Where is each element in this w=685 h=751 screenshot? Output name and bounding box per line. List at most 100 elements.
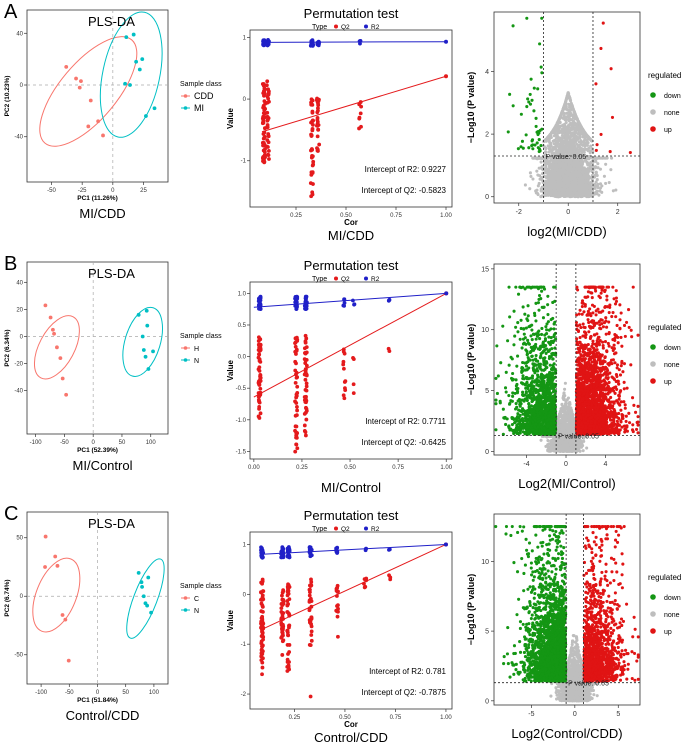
volcano-ylabel: −Log10 (P value)	[466, 72, 476, 144]
none-point	[561, 173, 565, 177]
none-point	[571, 139, 576, 144]
none-point	[581, 183, 585, 187]
none-point	[595, 173, 599, 178]
q2-point	[262, 135, 267, 140]
none-point	[538, 174, 542, 178]
down-point	[535, 130, 539, 134]
y-tick-label: 0	[243, 97, 247, 103]
legend-regulated-name: none	[664, 110, 680, 117]
confidence-ellipse-1	[99, 11, 163, 138]
r2-point	[357, 39, 362, 44]
down-point	[519, 112, 523, 116]
none-point	[574, 183, 578, 187]
sample-point	[124, 35, 129, 40]
q2-point	[316, 103, 321, 107]
q2-point	[293, 344, 298, 349]
none-point	[579, 126, 584, 130]
none-point	[551, 128, 555, 132]
q2-point	[256, 397, 261, 402]
down-point	[527, 146, 531, 150]
q2-point	[358, 111, 363, 116]
q2-point	[295, 384, 300, 389]
q2-point	[304, 372, 309, 377]
up-point	[594, 82, 598, 86]
none-point	[609, 168, 613, 172]
y-tick-label: -40	[14, 389, 23, 395]
q2-point	[266, 134, 271, 139]
q2-point	[311, 122, 315, 127]
none-point	[529, 174, 533, 178]
y-tick-label: 1	[243, 35, 247, 41]
legend-swatch-point	[183, 94, 188, 98]
none-point	[577, 143, 581, 147]
q2-point	[304, 417, 309, 422]
none-point	[570, 183, 575, 187]
y-tick-label: 40	[16, 31, 23, 37]
none-point	[556, 169, 560, 173]
none-point	[546, 144, 550, 148]
none-point	[553, 166, 557, 170]
legend-swatch-point	[650, 126, 656, 132]
none-point	[537, 181, 541, 185]
sample-point	[74, 76, 78, 81]
none-point	[551, 184, 556, 188]
none-point	[548, 179, 552, 183]
none-point	[547, 171, 551, 175]
none-point	[565, 398, 569, 402]
legend-type-name: Q2	[341, 276, 350, 283]
none-point	[589, 144, 593, 148]
sample-point	[88, 98, 93, 103]
none-point	[560, 183, 565, 187]
none-point	[585, 140, 589, 144]
x-tick-label: 0	[566, 209, 570, 216]
none-point	[556, 148, 560, 153]
x-tick-label: 25	[140, 188, 147, 194]
q2-point	[310, 163, 315, 168]
none-point	[575, 191, 579, 195]
none-point	[550, 165, 554, 169]
up-point	[610, 115, 615, 119]
q2-point	[294, 442, 299, 447]
q2-point	[261, 111, 266, 116]
none-point	[547, 192, 551, 196]
q2-point	[303, 433, 308, 438]
q2-point	[351, 391, 356, 396]
q2-point	[266, 152, 270, 157]
y-tick-label: 0	[485, 194, 489, 201]
q2-point	[304, 406, 309, 411]
q2-point	[310, 128, 315, 133]
q2-point	[310, 171, 315, 175]
none-point	[535, 188, 539, 192]
down-point	[536, 87, 540, 91]
panel-letter: B	[4, 253, 17, 275]
x-tick-label: -100	[30, 440, 43, 446]
sample-point	[137, 67, 142, 72]
q2-point	[258, 347, 263, 352]
legend-type-name: R2	[371, 24, 380, 31]
r2-regression-line	[261, 41, 447, 43]
none-point	[558, 188, 562, 192]
legend-regulated-name: up	[664, 127, 672, 134]
x-tick-label: 2	[616, 209, 620, 216]
none-point	[565, 148, 569, 152]
r2-point	[316, 41, 321, 45]
q2-point	[262, 153, 267, 158]
none-point	[586, 174, 591, 178]
down-point	[526, 97, 530, 101]
q2-point	[315, 110, 320, 115]
permutation-legend-title: Type	[312, 276, 327, 283]
none-point	[565, 96, 569, 100]
q2-point	[295, 408, 299, 413]
y-tick-label: -20	[14, 362, 23, 368]
sample-point	[123, 81, 127, 86]
none-point	[595, 178, 599, 182]
sample-point	[134, 59, 139, 64]
x-tick-label: 0	[111, 188, 115, 194]
down-point	[527, 100, 531, 104]
sample-point	[146, 367, 151, 371]
q2-point	[311, 118, 316, 123]
none-point	[564, 118, 568, 122]
plsda-title: PLS-DA	[88, 14, 135, 29]
